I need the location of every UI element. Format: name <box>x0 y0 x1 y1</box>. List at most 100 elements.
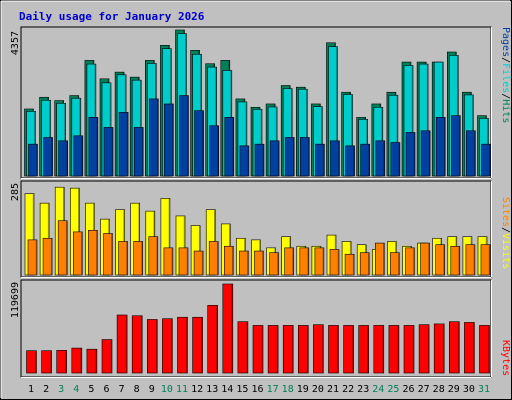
day-label: 8 <box>134 384 140 395</box>
pages-bar <box>466 130 476 177</box>
kbytes-bar <box>207 305 218 374</box>
pages-bar-shade <box>126 112 128 176</box>
day-label: 30 <box>463 384 475 395</box>
visits-bar-shade <box>198 226 200 275</box>
kbytes-bars <box>26 283 490 374</box>
visits-bar-shade <box>138 203 140 275</box>
kbytes-bar-shade <box>35 351 37 373</box>
day-label: 22 <box>342 384 354 395</box>
pages-bar-shade <box>368 144 370 176</box>
sites-bar <box>284 247 295 276</box>
pages-bar <box>315 143 325 177</box>
kbytes-bar <box>282 325 294 374</box>
kbytes-bar-shade <box>292 325 293 373</box>
sites-bar-shade <box>50 238 52 275</box>
kbytes-bar-shade <box>95 349 97 373</box>
day-label: 11 <box>176 384 188 395</box>
pages-bar <box>420 130 431 177</box>
sites-bar <box>118 241 128 276</box>
kbytes-bar <box>101 339 113 374</box>
day-label: 25 <box>387 384 399 395</box>
pages-bar <box>375 140 386 177</box>
sites-bar-shade <box>337 249 339 275</box>
sites-bar-shade <box>383 243 385 275</box>
files-bar-shade <box>34 111 36 176</box>
sites-bar <box>390 252 400 276</box>
hits-max-label: 4357 <box>10 31 21 55</box>
kbytes-bar <box>56 350 68 374</box>
kbytes-bar-shade <box>307 325 309 373</box>
pages-bar-shade <box>81 136 83 176</box>
sites-bar-shade <box>443 245 445 275</box>
sites-bar <box>193 250 204 276</box>
kbytes-bar <box>116 314 128 374</box>
sites-bar-shade <box>111 233 113 275</box>
kbytes-bar-shade <box>382 325 384 373</box>
day-label: 15 <box>236 384 248 395</box>
day-label: 31 <box>478 384 490 395</box>
sites-bar-shade <box>232 246 234 275</box>
sites-bar-shade <box>156 237 158 275</box>
sites-bar-shade <box>352 254 354 275</box>
day-label: 21 <box>327 384 339 395</box>
kbytes-bar <box>328 325 339 374</box>
pages-bar <box>58 140 69 177</box>
chart-title: Daily usage for January 2026 <box>19 10 205 23</box>
kbytes-bar-shade <box>141 316 142 373</box>
sites-bar <box>224 245 234 276</box>
day-label: 13 <box>206 384 218 395</box>
kbytes-bar <box>252 325 264 374</box>
kbytes-bar-shade <box>231 284 233 373</box>
kbytes-bar <box>71 347 83 374</box>
visits-bars <box>24 186 491 276</box>
visits-bar-shade <box>32 194 34 275</box>
kbytes-bar-shade <box>216 305 218 373</box>
sites-bar-shade <box>488 245 490 275</box>
kbytes-bar-shade <box>352 325 354 373</box>
sites-bar <box>254 250 264 276</box>
kbytes-bar <box>464 322 475 374</box>
pages-bar-shade <box>353 146 355 176</box>
kbytes-bar <box>479 325 490 374</box>
pages-bar-shade <box>474 131 476 176</box>
pages-bar <box>330 140 340 177</box>
day-labels: 1 2 3 4 5 6 7 8 9 10 11 12 13 14 15 16 17 18 19 20 21 22 23 24 2… <box>28 384 490 395</box>
pages-bar <box>149 98 159 177</box>
kbytes-bar-shade <box>261 325 263 373</box>
pages-bar-shade <box>247 146 249 176</box>
pages-bar-shade <box>51 137 53 176</box>
files-bar-shade <box>245 102 247 176</box>
kbytes-bar-shade <box>322 325 324 373</box>
pages-bar <box>179 95 189 177</box>
day-label: 28 <box>433 384 445 395</box>
pages-bar <box>390 142 401 177</box>
pages-bar-shade <box>398 142 400 176</box>
pages-bar-shade <box>217 126 219 176</box>
kbytes-bar <box>222 283 234 374</box>
pages-bar-shade <box>428 131 430 176</box>
sites-bar-shade <box>262 251 264 275</box>
kbytes-bar <box>433 323 445 374</box>
day-label: 7 <box>119 384 125 395</box>
sites-bar-shade <box>322 248 324 275</box>
pages-bar <box>103 127 114 177</box>
sites-bar-shade <box>201 251 203 275</box>
day-label: 12 <box>191 384 203 395</box>
sites-bar <box>314 247 325 276</box>
day-label: 1 <box>28 384 34 395</box>
sites-bar-shade <box>277 253 279 275</box>
sites-bar <box>88 229 98 276</box>
kbytes-bar-shade <box>80 348 82 373</box>
sites-bar <box>103 233 113 276</box>
day-label: 19 <box>297 384 309 395</box>
visits-bar-shade <box>183 216 185 275</box>
kbytes-bar-shade <box>171 319 173 373</box>
kbytes-bar <box>448 321 460 374</box>
sites-bar <box>73 231 83 276</box>
kbytes-bar-shade <box>443 324 444 373</box>
day-label: 17 <box>267 384 279 395</box>
pages-bar-shade <box>36 144 38 176</box>
files-bar-shade <box>336 47 338 176</box>
files-bar-shade <box>215 67 217 176</box>
